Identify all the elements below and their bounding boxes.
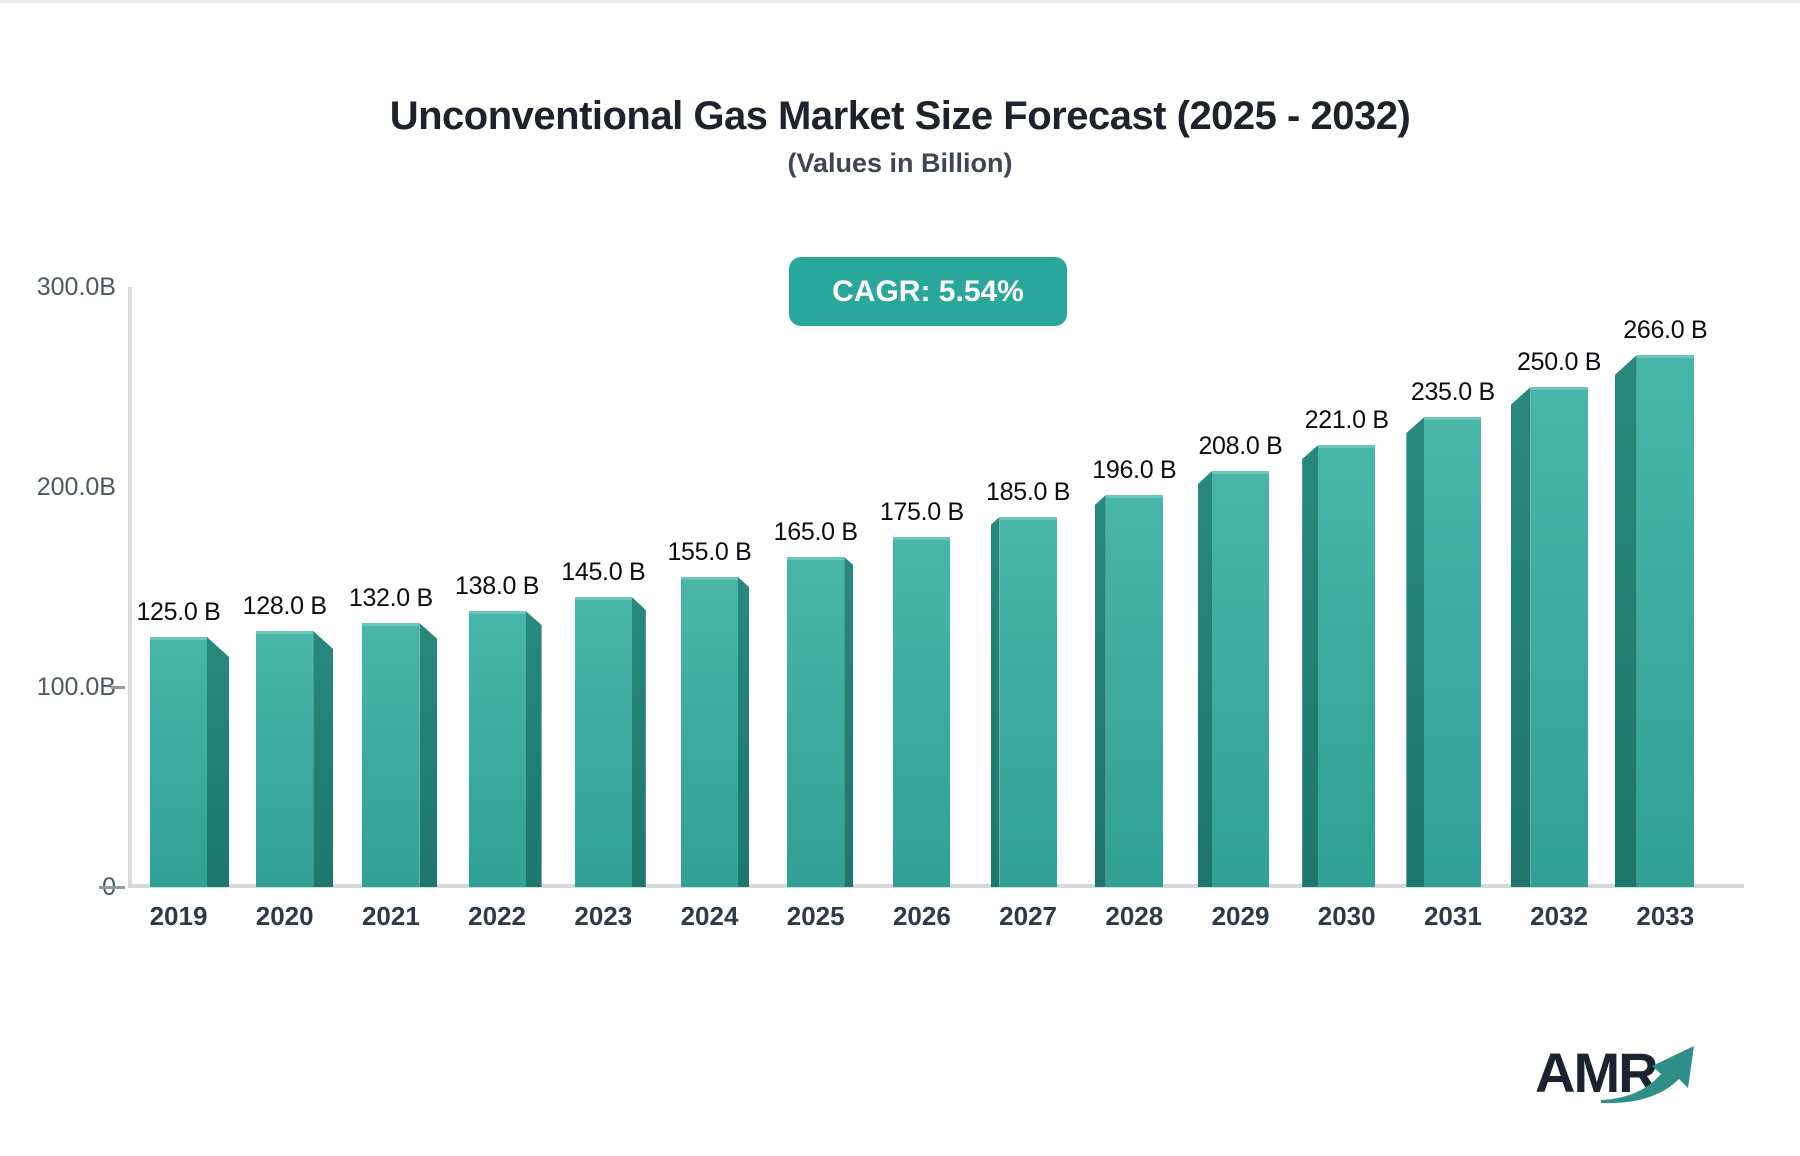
bar-value-label: 155.0 B <box>667 538 752 566</box>
bar-front-face <box>1318 445 1376 887</box>
bar-front-face <box>1424 417 1482 887</box>
bar-front-face <box>150 637 207 887</box>
chart-subtitle: (Values in Billion) <box>787 148 1013 178</box>
y-tick-mark <box>99 886 125 889</box>
bar-value-label: 221.0 B <box>1304 406 1389 434</box>
bar-value-label: 266.0 B <box>1623 316 1708 344</box>
bar-value-label: 235.0 B <box>1410 378 1495 406</box>
bar-front-face <box>468 611 526 887</box>
bar-value-label: 145.0 B <box>561 558 646 586</box>
x-axis-label-2023: 2023 <box>574 901 633 931</box>
y-tick-label: 100.0B <box>36 673 116 701</box>
bar-side-face <box>1614 355 1637 887</box>
bar-front-face <box>362 623 420 887</box>
bar-side-face <box>207 637 229 887</box>
x-axis-label-2022: 2022 <box>468 901 527 931</box>
bar-side-face <box>419 623 438 887</box>
bar-value-label: 138.0 B <box>455 572 540 600</box>
cagr-badge: CAGR: 5.54% <box>789 257 1067 326</box>
bar-value-label: 175.0 B <box>879 498 964 526</box>
y-axis-line <box>128 287 132 887</box>
bar-side-face <box>1510 387 1531 887</box>
bar-side-face <box>1302 445 1319 887</box>
bar-front-face <box>1530 387 1588 887</box>
bar-side-face <box>1406 417 1425 887</box>
page-top-border <box>0 0 1800 3</box>
trending-up-arrow-icon <box>1601 1046 1694 1104</box>
bar-front-face <box>893 537 951 887</box>
bar-value-label: 128.0 B <box>242 592 327 620</box>
x-axis-label-2020: 2020 <box>255 901 314 931</box>
bar-side-face <box>990 517 1000 887</box>
chart-title: Unconventional Gas Market Size Forecast … <box>389 94 1411 138</box>
bar-front-face <box>1105 495 1163 887</box>
bar-value-label: 125.0 B <box>136 598 221 626</box>
x-axis-label-2029: 2029 <box>1211 901 1270 931</box>
x-axis-label-2025: 2025 <box>786 901 845 931</box>
x-axis-label-2024: 2024 <box>680 901 739 931</box>
y-tick-label: 300.0B <box>36 273 116 301</box>
bar-side-face <box>1094 495 1106 887</box>
x-axis-label-2030: 2030 <box>1317 901 1376 931</box>
bar-front-face <box>1212 471 1269 887</box>
bar-side-face <box>844 557 854 887</box>
bar-value-label: 185.0 B <box>986 478 1071 506</box>
bar-value-label: 250.0 B <box>1517 348 1602 376</box>
bar-front-face <box>787 557 845 887</box>
x-axis-label-2032: 2032 <box>1530 901 1589 931</box>
x-axis-label-2026: 2026 <box>892 901 951 931</box>
x-axis-label-2019: 2019 <box>149 901 208 931</box>
bar-side-face <box>1198 471 1212 887</box>
bar-front-face <box>1636 355 1694 887</box>
bar-value-label: 165.0 B <box>773 518 858 546</box>
y-tick-mark <box>111 686 125 689</box>
bar-front-face <box>681 577 738 887</box>
bar-side-face <box>313 631 334 887</box>
bar-front-face <box>574 597 632 887</box>
bar-front-face <box>999 517 1057 887</box>
bar-value-label: 196.0 B <box>1092 456 1177 484</box>
x-axis-label-2021: 2021 <box>361 901 420 931</box>
bar-value-label: 132.0 B <box>348 584 433 612</box>
bar-side-face <box>525 611 542 887</box>
bar-side-face <box>738 577 749 887</box>
amr-logo: AMR <box>1535 1040 1755 1120</box>
x-axis-label-2027: 2027 <box>999 901 1058 931</box>
x-axis-label-2033: 2033 <box>1636 901 1695 931</box>
bar-value-label: 208.0 B <box>1198 432 1283 460</box>
x-axis-label-2028: 2028 <box>1105 901 1164 931</box>
x-axis-label-2031: 2031 <box>1423 901 1482 931</box>
bar-front-face <box>256 631 314 887</box>
y-tick-label: 200.0B <box>36 473 116 501</box>
bar-side-face <box>631 597 646 887</box>
